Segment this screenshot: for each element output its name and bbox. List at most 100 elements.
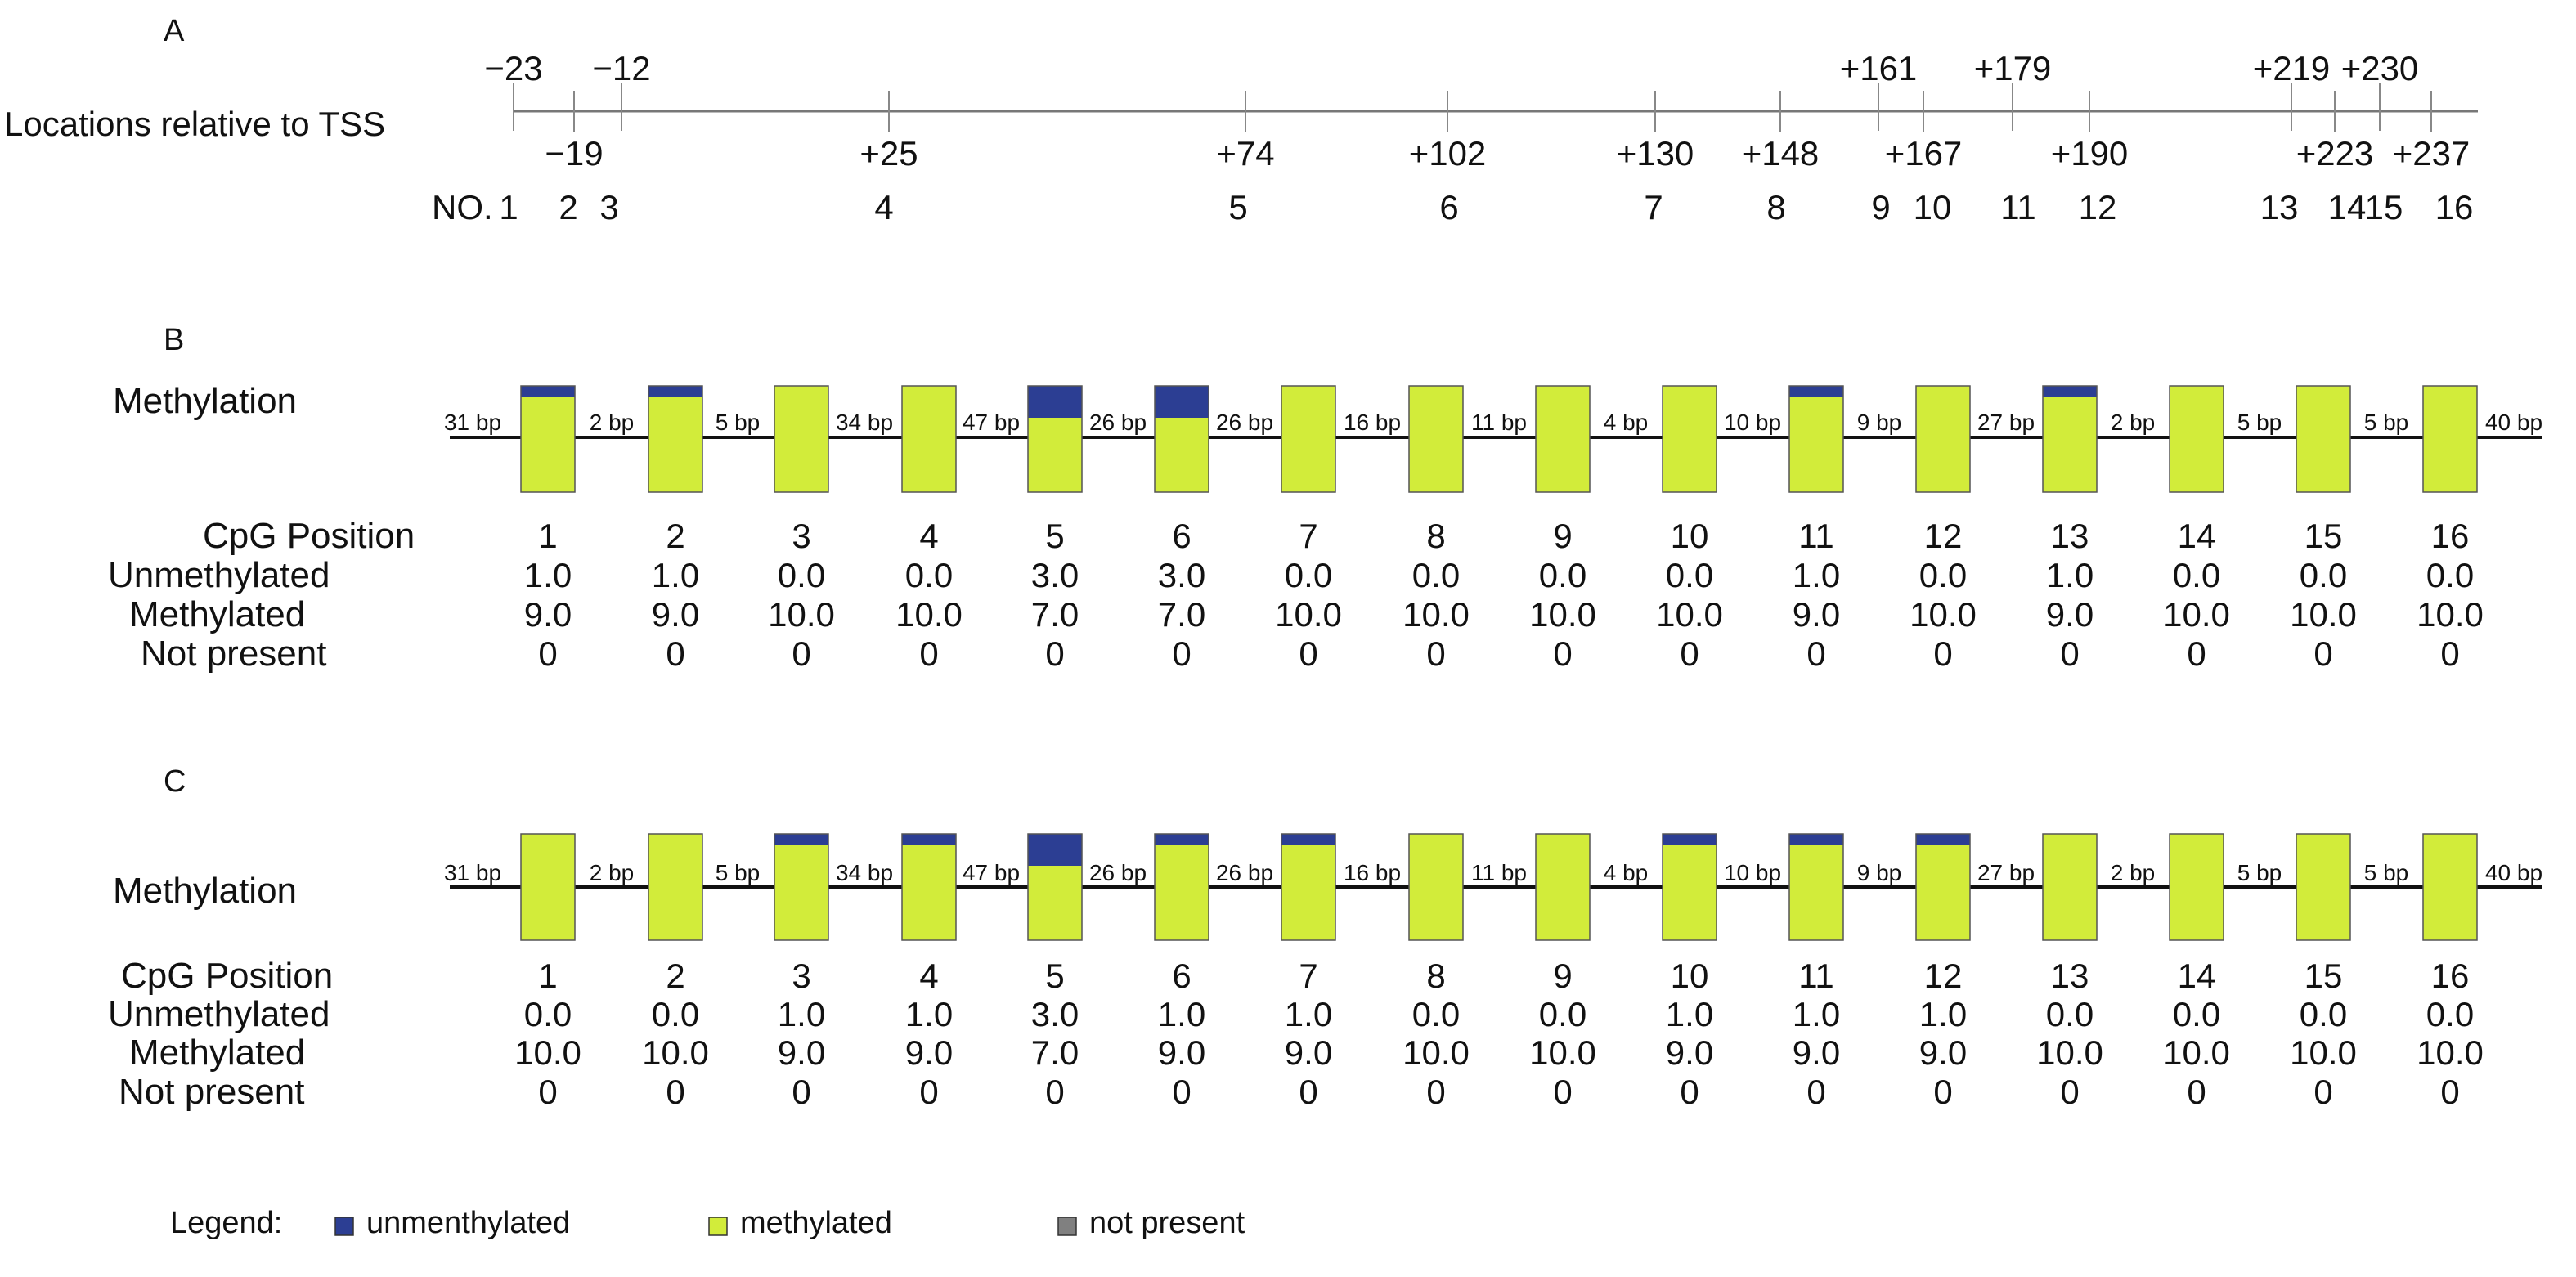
panel-c-cpg-11-position: 11 <box>1798 957 1834 995</box>
legend-items: unmenthylated methylated not present <box>334 1206 1245 1240</box>
panel-b-cpg-1-position: 1 <box>538 517 557 555</box>
panel-b-cpg-5-unmethylated-value: 3.0 <box>1031 556 1079 594</box>
panel-b-bp-label-17: 40 bp <box>2485 410 2542 435</box>
panel-b-cpg-1-not-present-value: 0 <box>538 634 557 673</box>
panel-c-cpg-7-not-present-value: 0 <box>1299 1073 1317 1111</box>
panel-c-cpg-4-methylated-bar <box>902 845 956 940</box>
panel-c-cpg-4-position: 4 <box>919 957 938 995</box>
panel-b-cpg-10-methylated-bar <box>1663 386 1717 492</box>
panel-c-cpg-16-box <box>2422 833 2478 941</box>
panel-b-bp-label-12: 9 bp <box>1857 410 1902 435</box>
site-8-number: 8 <box>1766 188 1785 226</box>
panel-b-cpg-11-methylated-bar <box>1789 397 1843 492</box>
panel-c-letter: C <box>164 764 186 799</box>
panel-c-bp-label-2: 2 bp <box>590 860 635 885</box>
panel-b-cpg-13-methylated-value: 9.0 <box>2046 595 2094 634</box>
panel-b-cpg-1-unmethylated-value: 1.0 <box>524 556 572 594</box>
panel-c-cpg-13-methylated-value: 10.0 <box>2036 1033 2103 1072</box>
panel-b-cpg-5-not-present-value: 0 <box>1045 634 1064 673</box>
panel-c-cpg-14-not-present-value: 0 <box>2187 1073 2206 1111</box>
panel-c-bp-label-16: 5 bp <box>2364 860 2409 885</box>
panel-c: C Methylation CpG Position Unmethylated … <box>108 764 2542 1112</box>
panel-c-cpg-4-methylated-value: 9.0 <box>905 1033 953 1072</box>
panel-b-cpg-2-position: 2 <box>666 517 684 555</box>
panel-c-cpg-3-methylated-bar <box>774 845 828 940</box>
panel-c-cpg-2-methylated-value: 10.0 <box>642 1033 709 1072</box>
site-12-location: +190 <box>2051 134 2129 173</box>
panel-b-cpg-13-methylated-bar <box>2043 397 2097 492</box>
panel-c-cpg-5-unmethylated-value: 3.0 <box>1031 995 1079 1033</box>
panel-b-bp-label-13: 27 bp <box>1977 410 2035 435</box>
panel-c-cpg-6-box <box>1154 833 1209 941</box>
legend: Legend: unmenthylated methylated not prese… <box>170 1206 1245 1240</box>
panel-b-cpg-3-unmethylated-value: 0.0 <box>778 556 825 594</box>
panel-b-cpg-5-box <box>1027 385 1083 493</box>
site-9-number: 9 <box>1871 188 1890 226</box>
panel-b-cpg-1-methylated-value: 9.0 <box>524 595 572 634</box>
panel-c-cpg-2-not-present-value: 0 <box>666 1073 684 1111</box>
panel-b-cpg-9-box <box>1535 385 1591 493</box>
panel-b-cpg-6-methylated-value: 7.0 <box>1158 595 1205 634</box>
panel-b-cpg-2-not-present-value: 0 <box>666 634 684 673</box>
panel-b-cpg-15-position: 15 <box>2304 517 2343 555</box>
site-1-location: −23 <box>484 49 542 87</box>
panel-a-letter: A <box>164 14 185 48</box>
panel-b-cpg-8-methylated-bar <box>1409 386 1463 492</box>
panel-b-cpg-4-methylated-value: 10.0 <box>895 595 963 634</box>
panel-c-cpg-8-box <box>1408 833 1464 941</box>
panel-c-cpg-5-position: 5 <box>1045 957 1064 995</box>
panel-b-unmethylated-label: Unmethylated <box>108 555 330 595</box>
panel-a: A Locations relative to TSS NO. −23 1 −19 2… <box>4 14 2478 226</box>
panel-c-cpg-3-box <box>774 833 829 941</box>
site-14-location: +223 <box>2296 134 2374 173</box>
panel-b-cpg-16-position: 16 <box>2431 517 2470 555</box>
panel-c-cpg-16-methylated-value: 10.0 <box>2417 1033 2484 1072</box>
panel-c-cpg-3-position: 3 <box>792 957 810 995</box>
panel-b-cpg-4-box <box>901 385 957 493</box>
panel-b-cpg-7-methylated-value: 10.0 <box>1275 595 1342 634</box>
site-11-location: +179 <box>1974 49 2052 87</box>
panel-b-cpg-10-position: 10 <box>1671 517 1709 555</box>
panel-b-bp-label-7: 26 bp <box>1216 410 1273 435</box>
panel-b-cpg-11-methylated-value: 9.0 <box>1793 595 1840 634</box>
panel-b-cpg-11-unmethylated-bar <box>1789 386 1843 397</box>
panel-c-methylated-label: Methylated <box>129 1033 305 1073</box>
panel-c-bp-label-9: 11 bp <box>1471 860 1527 885</box>
panel-c-cpg-15-unmethylated-value: 0.0 <box>2300 995 2347 1033</box>
panel-c-cpg-13-position: 13 <box>2051 957 2089 995</box>
panel-c-cpg-11-unmethylated-bar <box>1789 834 1843 845</box>
panel-c-cpg-6-methylated-bar <box>1155 845 1209 940</box>
panel-b-cpg-10-methylated-value: 10.0 <box>1656 595 1723 634</box>
panel-b-bp-label-11: 10 bp <box>1724 410 1781 435</box>
legend-unmethylated-label: unmenthylated <box>366 1206 570 1240</box>
panel-b-cpg-2-methylated-bar <box>648 397 702 492</box>
site-1-number: 1 <box>499 188 518 226</box>
panel-b-cpg-4-methylated-bar <box>902 386 956 492</box>
site-4-location: +25 <box>859 134 918 173</box>
panel-c-cpg-position-label: CpG Position <box>121 956 333 996</box>
panel-c-cpg-4-unmethylated-value: 1.0 <box>905 995 953 1033</box>
panel-c-bp-label-10: 4 bp <box>1604 860 1649 885</box>
panel-b-cpg-3-methylated-bar <box>774 386 828 492</box>
panel-c-cpg-1-methylated-value: 10.0 <box>514 1033 581 1072</box>
panel-c-cpg-3-methylated-value: 9.0 <box>778 1033 825 1072</box>
panel-b-cpg-14-box <box>2169 385 2224 493</box>
panel-c-cpg-16-not-present-value: 0 <box>2440 1073 2459 1111</box>
panel-b-cpg-13-box <box>2042 385 2098 493</box>
panel-c-cpg-14-methylated-value: 10.0 <box>2163 1033 2230 1072</box>
panel-c-cpg-15-position: 15 <box>2304 957 2343 995</box>
panel-b-cpg-8-methylated-value: 10.0 <box>1402 595 1470 634</box>
panel-c-cpg-15-methylated-value: 10.0 <box>2290 1033 2357 1072</box>
panel-b-cpg-3-box <box>774 385 829 493</box>
legend-methylated-swatch <box>708 1217 728 1236</box>
panel-b-bp-label-15: 5 bp <box>2237 410 2282 435</box>
panel-c-cpg-11-box <box>1788 833 1844 941</box>
panel-b-cpg-10-not-present-value: 0 <box>1680 634 1699 673</box>
panel-b-cpg-5-position: 5 <box>1045 517 1064 555</box>
panel-c-cpg-12-methylated-value: 9.0 <box>1919 1033 1967 1072</box>
panel-b-not-present-label: Not present <box>141 634 326 674</box>
panel-c-cpg-16-unmethylated-value: 0.0 <box>2426 995 2474 1033</box>
panel-b-cpg-7-not-present-value: 0 <box>1299 634 1317 673</box>
panel-c-cpg-9-position: 9 <box>1553 957 1572 995</box>
panel-b-cpg-9-position: 9 <box>1553 517 1572 555</box>
